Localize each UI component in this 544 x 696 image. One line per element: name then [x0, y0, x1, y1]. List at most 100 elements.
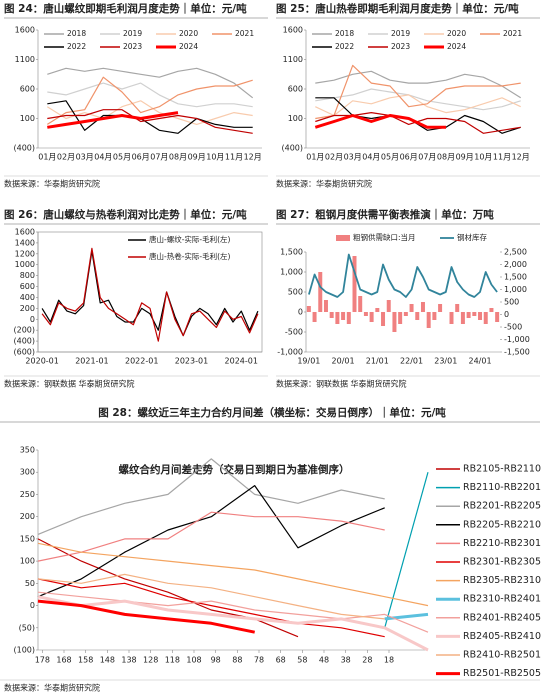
x-tick-label: 01月 — [306, 153, 324, 162]
y-tick-label: 500 — [288, 288, 303, 297]
y-tick-label: 150 — [20, 534, 35, 543]
bar — [478, 312, 483, 320]
y-tick-label: 250 — [20, 490, 35, 499]
y-tick-label: 1000 — [15, 260, 35, 269]
y2-tick-label: 2,000 — [504, 260, 527, 269]
bar — [346, 312, 351, 324]
y-tick-label: 400 — [20, 293, 35, 302]
y-tick-label: 100 — [20, 114, 35, 123]
bar — [409, 304, 414, 312]
x-tick-label: 07月 — [418, 153, 436, 162]
y-tick-label: 100 — [288, 114, 303, 123]
legend-label: 2018 — [67, 29, 86, 38]
y2-tick-label: 0 — [504, 310, 509, 319]
x-tick-label: 10月 — [206, 153, 224, 162]
x-tick-label: 11月 — [493, 153, 511, 162]
x-tick-label: 148 — [100, 656, 115, 665]
bar — [495, 312, 500, 322]
legend-label: 2019 — [123, 29, 142, 38]
x-tick-label: 10月 — [474, 153, 492, 162]
x-tick-label: 11月 — [225, 153, 243, 162]
bar — [358, 296, 363, 312]
chart-title: 图 24：唐山螺纹即期毛利润月度走势｜单位：元/吨 — [4, 2, 247, 15]
legend-label: 唐山-热卷-实际-毛利(左) — [149, 251, 231, 261]
legend-label: RB2405-RB2410 — [463, 631, 541, 642]
y-tick-label: (600) — [13, 348, 35, 357]
y2-tick-label: -500 — [504, 323, 522, 332]
x-tick-label: 58 — [297, 656, 307, 665]
y-tick-label: 1,000 — [280, 268, 303, 277]
bar — [375, 308, 380, 312]
series-line — [47, 100, 253, 134]
y-tick-label: 1200 — [15, 249, 35, 258]
bar — [386, 300, 391, 312]
series-line — [37, 511, 385, 562]
series-line — [37, 599, 256, 634]
legend-label: 2019 — [391, 29, 410, 38]
y2-tick-label: 500 — [504, 298, 519, 307]
bar — [472, 312, 477, 316]
y-tick-label: (100) — [13, 646, 35, 655]
bar — [363, 312, 368, 316]
y2-tick-label: 1,500 — [504, 273, 527, 282]
y2-tick-label: -1,000 — [504, 335, 530, 344]
x-tick-label: 04月 — [362, 153, 380, 162]
y-tick-label: 200 — [20, 512, 35, 521]
source: 数据来源：华泰期货研究院 — [276, 179, 372, 189]
y-tick-label: (200) — [13, 326, 35, 335]
bar — [455, 304, 460, 312]
y-tick-label: 1,500 — [280, 248, 303, 257]
x-tick-label: 19/01 — [297, 357, 320, 366]
legend-label: 2023 — [123, 42, 142, 51]
y-tick-label: 100 — [20, 557, 35, 566]
legend-label: RB2401-RB2405 — [463, 612, 541, 623]
x-tick-label: 138 — [121, 656, 136, 665]
legend-label: RB2310-RB2401 — [463, 594, 541, 605]
y-tick-label: (400) — [281, 144, 303, 153]
legend-label: RB2501-RB2505 — [463, 668, 541, 679]
legend-label: 2022 — [67, 42, 86, 51]
bar — [323, 300, 328, 312]
legend-label: 2022 — [335, 42, 354, 51]
legend-label: 2023 — [391, 42, 410, 51]
y-tick-label: 350 — [20, 446, 35, 455]
source: 数据来源：钢联数据 华泰期货研究院 — [276, 379, 407, 389]
legend-label: RB2410-RB2501 — [463, 650, 541, 661]
bar — [398, 312, 403, 324]
bar — [415, 312, 420, 320]
y-tick-label: 0 — [298, 308, 303, 317]
x-tick-label: 20/01 — [332, 357, 355, 366]
x-tick-label: 03月 — [76, 153, 94, 162]
y-tick-label: 1600 — [283, 26, 303, 35]
bar — [306, 306, 311, 312]
y2-tick-label: 2,500 — [504, 248, 527, 257]
y-tick-label: 1400 — [15, 238, 35, 247]
x-tick-label: 12月 — [512, 153, 530, 162]
x-tick-label: 128 — [143, 656, 158, 665]
y-tick-label: 600 — [20, 85, 35, 94]
y-tick-label: 1600 — [15, 26, 35, 35]
x-tick-label: 108 — [186, 656, 201, 665]
series-line — [47, 82, 253, 108]
series-line — [315, 88, 521, 111]
x-tick-label: 38 — [341, 656, 351, 665]
x-tick-label: 168 — [56, 656, 71, 665]
chart-title: 图 27：粗钢月度供需平衡表推演｜单位：万吨 — [276, 208, 494, 221]
series-line — [315, 64, 521, 120]
y-tick-label: 0 — [30, 601, 35, 610]
legend-label: 2024 — [179, 42, 198, 51]
series-line — [37, 542, 429, 607]
x-tick-label: 178 — [35, 656, 50, 665]
source: 数据来源：钢联数据 华泰期货研究院 — [4, 379, 135, 389]
plot-frame — [37, 231, 263, 353]
x-tick-label: 118 — [165, 656, 180, 665]
bar — [432, 312, 437, 320]
x-tick-label: 04月 — [94, 153, 112, 162]
x-tick-label: 02月 — [325, 153, 343, 162]
x-tick-label: 48 — [319, 656, 329, 665]
bar — [341, 312, 346, 320]
y-tick-label: -1,000 — [277, 348, 303, 357]
x-tick-label: 2020-01 — [25, 357, 58, 366]
x-tick-label: 06月 — [132, 153, 150, 162]
